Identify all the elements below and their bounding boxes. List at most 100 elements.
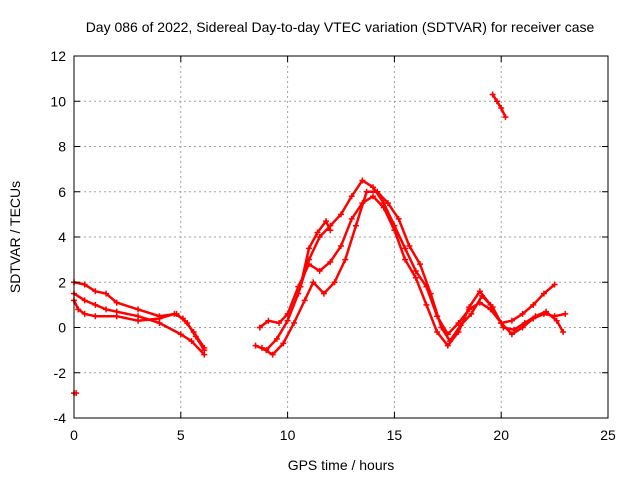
- data-point: [171, 310, 178, 317]
- data-point: [75, 306, 82, 313]
- series-line: [491, 93, 507, 119]
- data-point: [92, 301, 99, 308]
- data-point: [276, 319, 283, 326]
- data-point: [391, 227, 398, 234]
- data-point: [310, 279, 317, 286]
- data-point: [489, 91, 496, 98]
- data-point: [560, 329, 567, 336]
- data-point: [201, 344, 208, 351]
- y-tick-label: 0: [58, 320, 66, 336]
- series-outlier-low: [71, 390, 80, 397]
- data-point: [81, 281, 88, 288]
- x-tick-label: 10: [280, 427, 296, 443]
- x-tick-label: 0: [70, 427, 78, 443]
- y-tick-label: 10: [50, 93, 66, 109]
- data-point: [269, 351, 276, 358]
- data-point: [291, 319, 298, 326]
- data-point: [551, 313, 558, 320]
- data-point: [81, 297, 88, 304]
- series-track-3: [71, 297, 208, 351]
- data-point: [201, 351, 208, 358]
- data-point: [438, 324, 445, 331]
- data-point: [301, 297, 308, 304]
- data-point: [412, 274, 419, 281]
- data-point: [468, 310, 475, 317]
- data-point: [338, 211, 344, 218]
- data-point: [519, 310, 526, 317]
- data-point: [493, 98, 500, 105]
- data-point: [103, 290, 110, 297]
- data-point: [323, 218, 330, 225]
- data-point: [338, 243, 344, 250]
- data-point: [280, 340, 287, 347]
- y-tick-label: 12: [50, 48, 66, 64]
- data-point: [519, 324, 526, 331]
- data-point: [380, 204, 387, 211]
- data-point: [498, 105, 505, 112]
- data-point: [305, 261, 312, 268]
- data-point: [455, 329, 462, 336]
- data-point: [314, 229, 321, 236]
- data-point: [342, 256, 349, 263]
- series-track-7: [297, 218, 334, 290]
- data-point: [487, 301, 494, 308]
- data-point: [540, 290, 547, 297]
- chart-title: Day 086 of 2022, Sidereal Day-to-day VTE…: [86, 19, 595, 35]
- data-point: [466, 304, 473, 311]
- data-point: [498, 319, 505, 326]
- data-point: [316, 267, 323, 274]
- data-point: [348, 193, 355, 200]
- data-point: [113, 299, 120, 306]
- y-tick-label: 8: [58, 139, 66, 155]
- data-point: [502, 114, 509, 121]
- y-tick-label: -4: [54, 410, 67, 426]
- data-point: [156, 315, 163, 322]
- data-point: [363, 188, 370, 195]
- data-point: [190, 329, 197, 336]
- data-point: [252, 342, 259, 349]
- data-point: [177, 331, 184, 338]
- data-point: [256, 324, 263, 331]
- x-tick-label: 25: [600, 427, 616, 443]
- series-line: [258, 195, 567, 347]
- data-point: [427, 290, 434, 297]
- x-tick-label: 15: [387, 427, 403, 443]
- data-point: [273, 335, 280, 342]
- data-point: [135, 306, 142, 313]
- x-tick-label: 20: [493, 427, 509, 443]
- data-point: [359, 177, 366, 184]
- y-tick-label: -2: [54, 365, 67, 381]
- data-point: [92, 288, 99, 295]
- data-point: [508, 331, 515, 338]
- data-point: [412, 267, 419, 274]
- series-outlier-high: [489, 91, 509, 121]
- data-point: [395, 215, 402, 222]
- plot-area: [71, 91, 569, 397]
- data-point: [103, 306, 110, 313]
- data-point: [327, 258, 334, 265]
- series-line: [72, 292, 206, 356]
- series-line: [260, 190, 565, 356]
- data-point: [562, 310, 569, 317]
- data-point: [476, 288, 483, 295]
- data-point: [297, 283, 304, 290]
- x-axis-label: GPS time / hours: [288, 457, 395, 473]
- data-point: [417, 261, 424, 268]
- grid: [74, 56, 608, 418]
- data-point: [327, 227, 334, 234]
- data-point: [384, 200, 391, 207]
- data-point: [135, 317, 142, 324]
- data-point: [374, 188, 381, 195]
- data-point: [320, 290, 327, 297]
- data-point: [553, 317, 560, 324]
- data-point: [258, 344, 265, 351]
- data-point: [402, 256, 409, 263]
- axes-ticks: 0 5 10 15 20 25 -4 -2 0 2 4 6 8 10 12: [50, 48, 616, 443]
- data-point: [179, 315, 186, 322]
- data-point: [370, 193, 377, 200]
- data-point: [359, 200, 366, 207]
- data-point: [352, 222, 359, 229]
- data-point: [530, 301, 537, 308]
- data-point: [92, 313, 99, 320]
- series-line: [72, 299, 206, 350]
